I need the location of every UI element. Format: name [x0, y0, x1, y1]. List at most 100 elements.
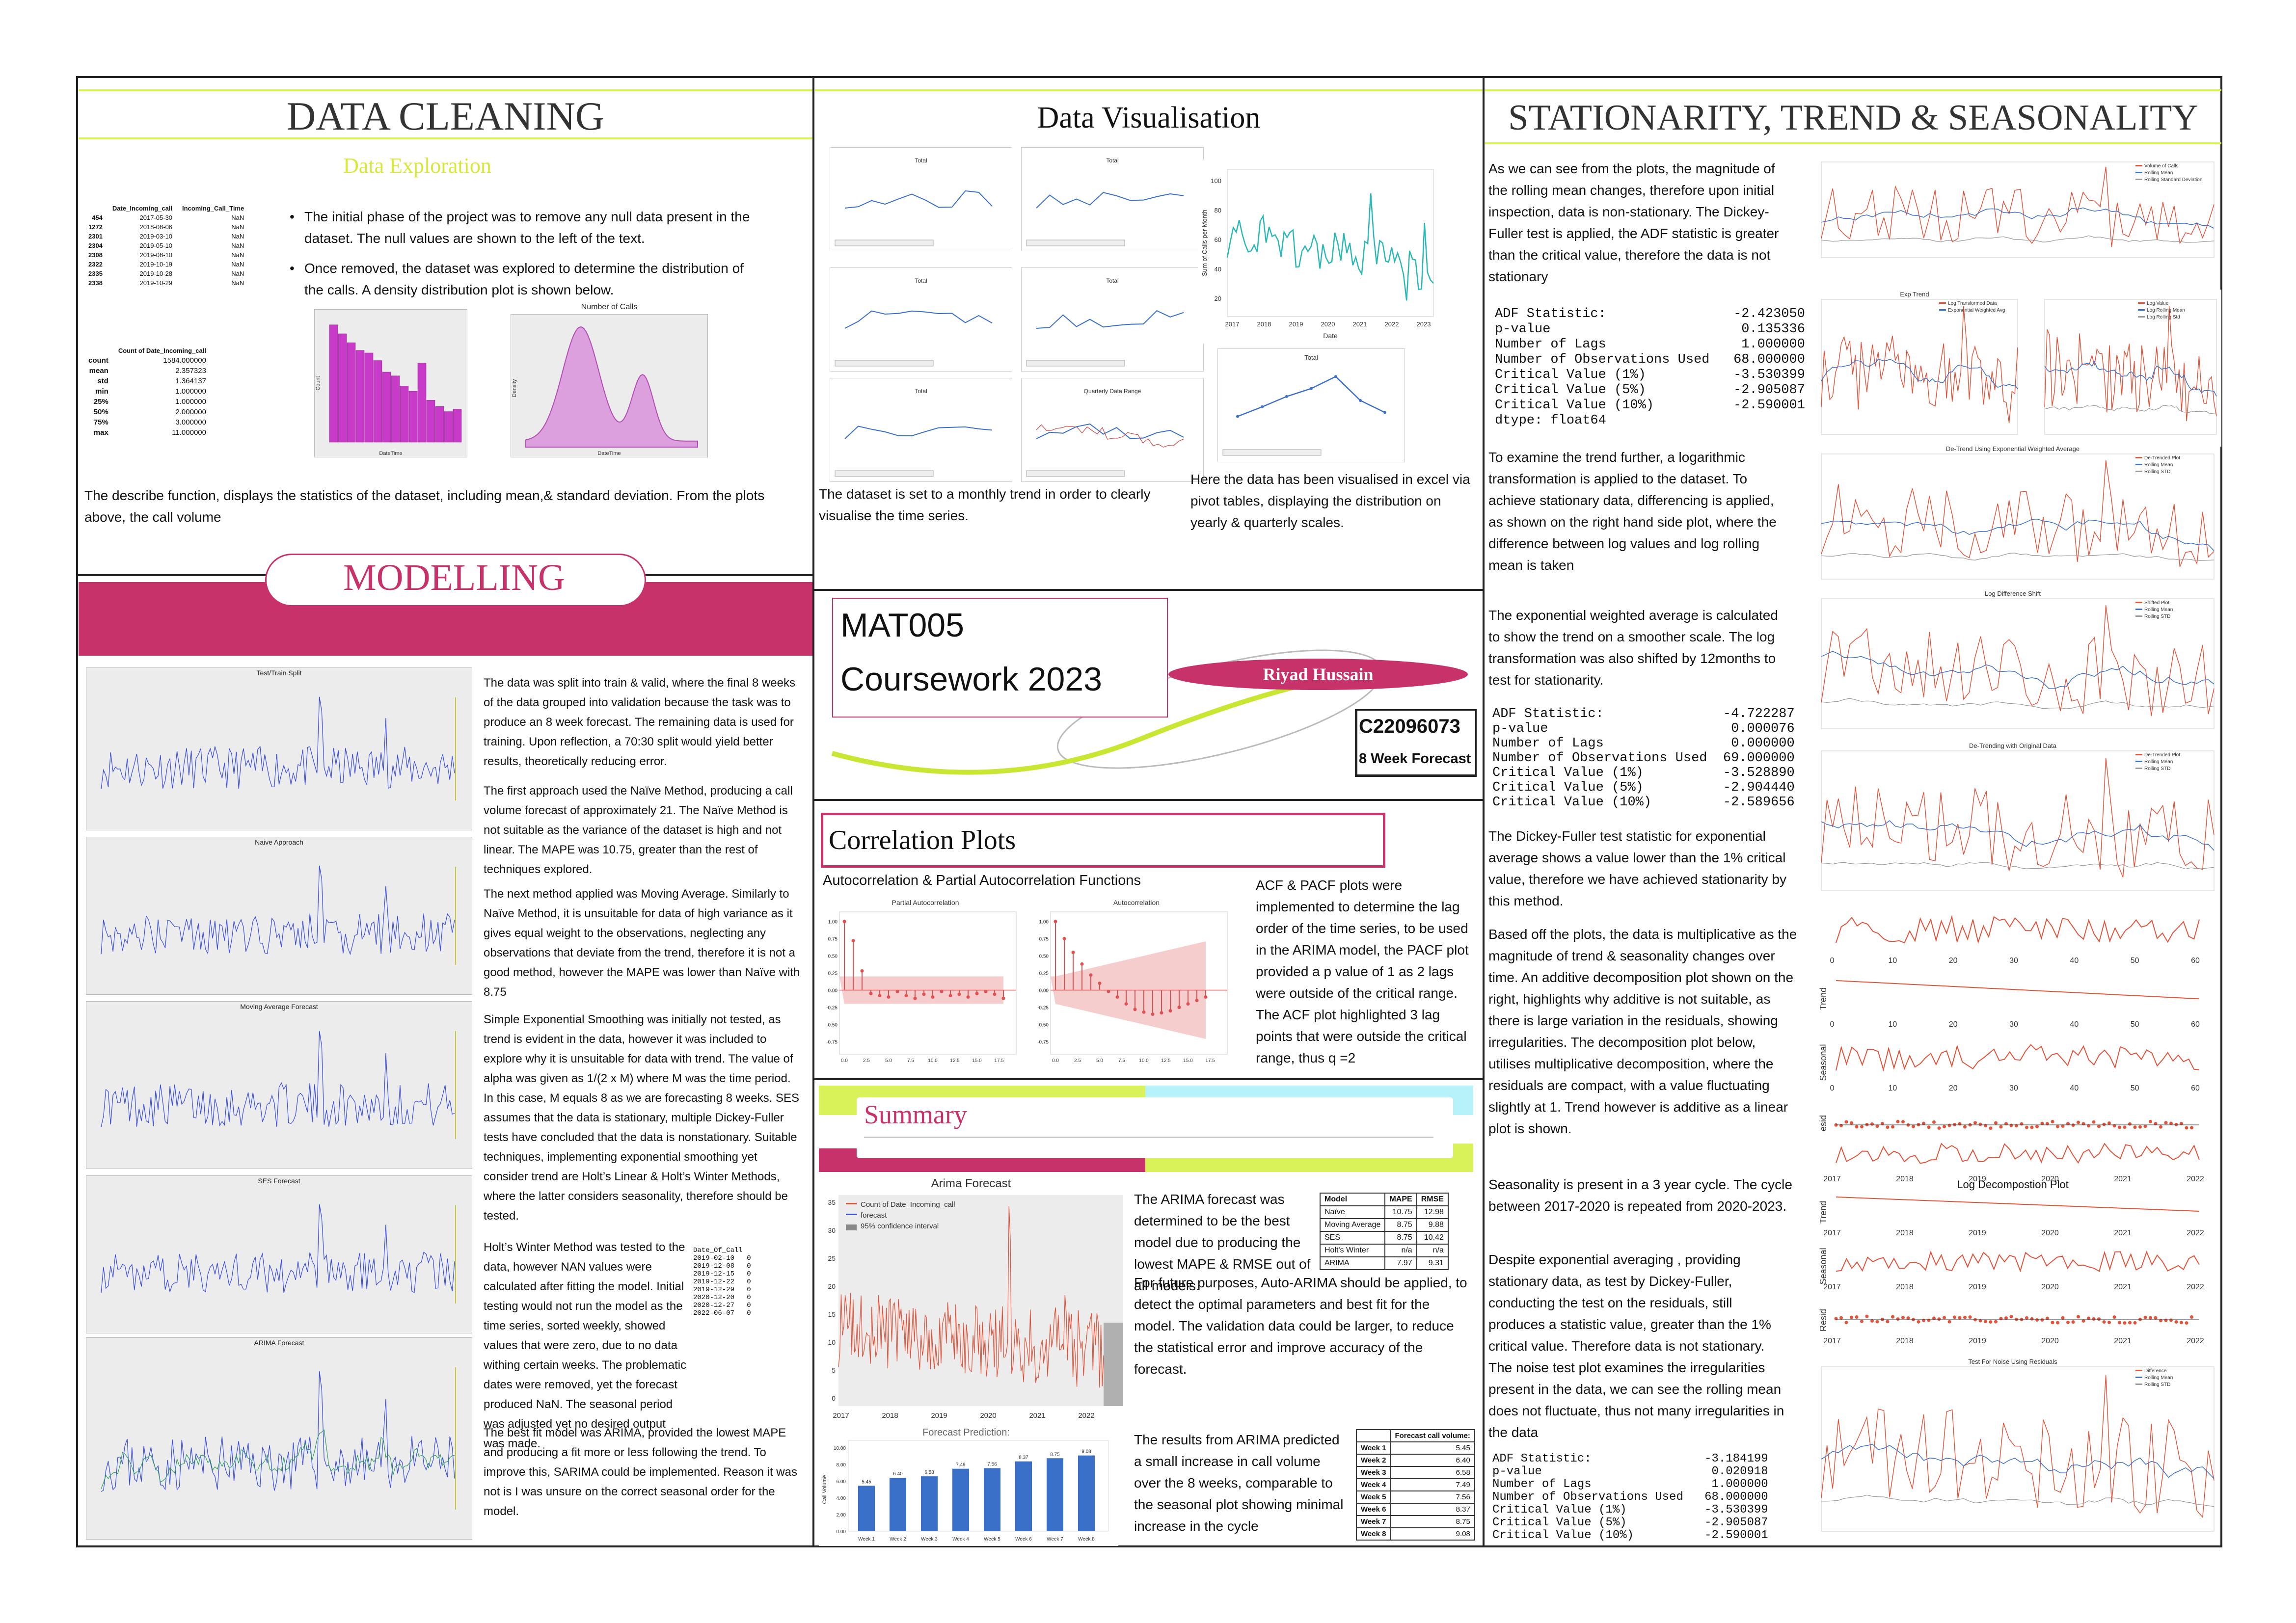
corr-x-tick: 0.0	[1052, 1058, 1059, 1064]
histogram-bar	[391, 375, 400, 443]
arima-y-tick: 30	[828, 1226, 836, 1234]
table-cell: NaN	[231, 270, 244, 277]
x-tick: 2020	[1321, 320, 1335, 328]
decomp-x-tick: 10	[1888, 957, 1897, 965]
lime-line-5	[1485, 142, 2221, 144]
legend-swatch	[2135, 471, 2142, 472]
table-cell: 5.45	[1390, 1441, 1475, 1455]
yearly-point	[1359, 399, 1362, 402]
resid-point	[2169, 1121, 2173, 1125]
forecast-bar	[858, 1486, 875, 1531]
lag-point	[1133, 1008, 1137, 1011]
model-plot-svg	[101, 1031, 456, 1139]
lag-point	[860, 969, 864, 973]
resid-point	[1978, 1122, 1982, 1126]
resid-point	[2030, 1317, 2034, 1321]
corr-x-tick: 5.0	[885, 1058, 892, 1064]
yearly-series	[1237, 375, 1385, 417]
lag-point	[1098, 982, 1102, 985]
stat-series-main	[2044, 306, 2217, 422]
corr-x-tick: 17.5	[1205, 1058, 1215, 1064]
resid-point	[1881, 1317, 1884, 1321]
resid-point	[1968, 1315, 1972, 1319]
bar-y-tick: 8.00	[837, 1463, 846, 1468]
forecast-bar-svg: Forecast Prediction: 5.45 Week 1 6.40 Week 2…	[822, 1427, 1109, 1542]
decomp-x-tick: 40	[2070, 1020, 2079, 1029]
stationarity-title: STATIONARITY, TREND & SEASONALITY	[1508, 98, 2198, 138]
table-cell: 11.000000	[172, 428, 206, 437]
corr-y-tick: 0.00	[1039, 988, 1049, 994]
histogram-svg: DateTime Count	[315, 324, 462, 456]
log-plot: Log Value Log Rolling Mean Log Rolling Std	[2030, 290, 2221, 447]
table-cell: 50%	[93, 408, 108, 416]
resid-point	[1896, 1119, 1900, 1123]
histogram-bar	[329, 324, 338, 443]
table-cell: Week 6	[1355, 1503, 1391, 1516]
decomp-x-tick: 2022	[2187, 1283, 2204, 1291]
decomp-x-tick: 2022	[2187, 1175, 2204, 1183]
table-cell: 7.97	[1384, 1256, 1417, 1270]
corr-x-tick: 10.0	[928, 1058, 938, 1064]
table-cell: NaN	[231, 261, 244, 268]
decomp-x-tick: 2017	[1823, 1229, 1841, 1237]
resid-point	[2143, 1124, 2147, 1128]
noise-test-plot-svg: Test For Noise Using Residuals Difference…	[1821, 1358, 2215, 1532]
stationarity-p1: As we can see from the plots, the magnit…	[1488, 161, 1779, 284]
legend-swatch	[2135, 1370, 2142, 1371]
stat-plot-title: Log Difference Shift	[1985, 590, 2041, 597]
table-row: mean 2.357323	[83, 366, 211, 376]
table-cell: 9.88	[1416, 1218, 1449, 1232]
resid-point	[2035, 1124, 2039, 1128]
bar-value-label: 6.58	[924, 1470, 934, 1475]
resid-point	[1973, 1121, 1977, 1125]
forecast-table-wrap: Forecast call volume: Week 1 5.45 Week 2 6.4…	[1355, 1429, 1475, 1541]
decomp-x-tick: 2018	[1896, 1229, 1914, 1237]
bar-area	[848, 1440, 1109, 1532]
pivot-plot-svg: Total	[835, 157, 993, 246]
corr-x-tick: 12.5	[950, 1058, 960, 1064]
table-header: Date_Incoming_call	[112, 205, 173, 212]
monthly-trend-plot: 100 80 60 40 20 2017 2018 2019 2020 2021 2022 2023 D…	[1198, 160, 1443, 344]
forecast-bar	[1047, 1458, 1063, 1531]
bar-y-tick: 0.00	[837, 1529, 846, 1535]
table-row: std 1.364137	[83, 376, 211, 386]
resid-point	[2030, 1125, 2034, 1129]
table-header: Forecast call volume:	[1390, 1429, 1475, 1442]
table-cell: 6.58	[1390, 1466, 1475, 1479]
corr-y-tick: 1.00	[828, 920, 838, 925]
legend-label: Log Value	[2147, 301, 2169, 306]
resid-point	[1860, 1125, 1864, 1129]
resid-point	[1947, 1123, 1951, 1127]
resid-point	[1963, 1315, 1967, 1319]
resid-point	[2025, 1316, 2028, 1320]
correlation-title: Correlation Plots	[829, 825, 1016, 855]
pivot-plot-3: Total	[830, 267, 1012, 372]
histogram-bar	[408, 391, 418, 443]
decomp-x-tick: 50	[2131, 1084, 2139, 1092]
table-cell: 25%	[93, 398, 108, 406]
additive-decomp-plot: 0 10 20 30 40 50 60 Trend 0 10 20 30 40 50 60 Seasonal 0…	[1807, 903, 2219, 1158]
resid-point	[1927, 1318, 1931, 1322]
stationarity-p3: The exponential weighted average is calc…	[1488, 608, 1778, 688]
y-tick: 20	[1215, 295, 1221, 302]
resid-point	[1860, 1319, 1864, 1323]
arima-x-tick: 2020	[980, 1411, 996, 1420]
legend-label: Rolling Mean	[2144, 607, 2173, 612]
x-tick: 2023	[1417, 320, 1431, 328]
histogram-bar	[435, 406, 444, 443]
table-cell: NaN	[231, 233, 244, 240]
null-table: Date_Incoming_call Incoming_Call_Time 454 2…	[83, 204, 280, 288]
decomp-x-tick: 2021	[2114, 1175, 2132, 1183]
lag-point	[975, 992, 979, 995]
table-row: Week 1 5.45	[1355, 1441, 1475, 1455]
bar-category-label: Week 8	[1078, 1537, 1095, 1542]
x-tick: 2022	[1385, 320, 1399, 328]
data-cleaning-title: DATA CLEANING	[286, 94, 605, 138]
stat-plot-title: Test For Noise Using Residuals	[1968, 1358, 2057, 1365]
resid-point	[2118, 1125, 2121, 1129]
table-cell: 2019-08-10	[139, 251, 173, 259]
corr-x-tick: 2.5	[863, 1058, 870, 1064]
legend-label: Log Transformed Data	[1948, 301, 1997, 306]
